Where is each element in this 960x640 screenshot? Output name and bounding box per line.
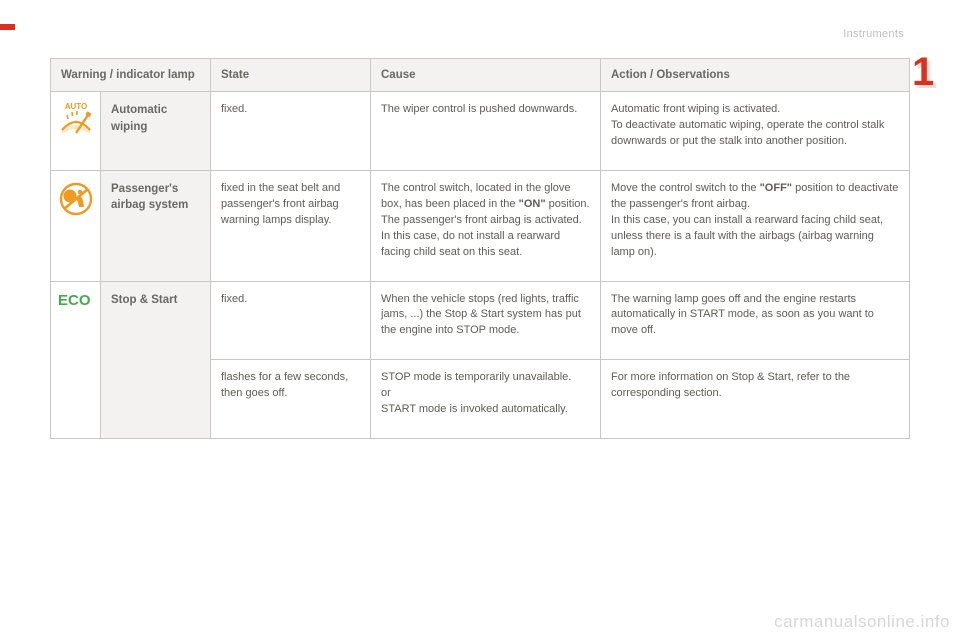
airbag-cause: The control switch, located in the glove… bbox=[371, 170, 601, 281]
header-state: State bbox=[211, 59, 371, 92]
airbag-icon-cell bbox=[51, 170, 101, 281]
chapter-number: 1 bbox=[912, 50, 934, 95]
auto-wiping-icon-cell: AUTO bbox=[51, 92, 101, 171]
svg-text:AUTO: AUTO bbox=[64, 102, 87, 111]
stop-start-cause-1: When the vehicle stops (red lights, traf… bbox=[371, 281, 601, 360]
stop-start-action-2: For more information on Stop & Start, re… bbox=[601, 360, 910, 439]
airbag-icon bbox=[56, 179, 96, 219]
table-row: ECO Stop & Start fixed. When the vehicle… bbox=[51, 281, 910, 360]
page-content: Warning / indicator lamp State Cause Act… bbox=[50, 58, 910, 439]
edge-accent bbox=[0, 24, 15, 30]
stop-start-icon-cell: ECO bbox=[51, 281, 101, 439]
airbag-action: Move the control switch to the "OFF" pos… bbox=[601, 170, 910, 281]
stop-start-state-1: fixed. bbox=[211, 281, 371, 360]
auto-wiping-state: fixed. bbox=[211, 92, 371, 171]
stop-start-name: Stop & Start bbox=[101, 281, 211, 439]
header-lamp: Warning / indicator lamp bbox=[51, 59, 211, 92]
airbag-name: Passenger's airbag system bbox=[101, 170, 211, 281]
table-row: AUTO Automatic wiping fixed. The wiper c… bbox=[51, 92, 910, 171]
auto-wiping-cause: The wiper control is pushed downwards. bbox=[371, 92, 601, 171]
auto-wiping-name: Automatic wiping bbox=[101, 92, 211, 171]
svg-text:ECO: ECO bbox=[58, 292, 91, 309]
watermark: carmanualsonline.info bbox=[774, 612, 950, 632]
section-title: Instruments bbox=[843, 28, 904, 40]
auto-wiping-icon: AUTO bbox=[56, 100, 96, 140]
auto-wiping-action: Automatic front wiping is activated.To d… bbox=[601, 92, 910, 171]
table-header-row: Warning / indicator lamp State Cause Act… bbox=[51, 59, 910, 92]
stop-start-action-1: The warning lamp goes off and the engine… bbox=[601, 281, 910, 360]
header-action: Action / Observations bbox=[601, 59, 910, 92]
header-cause: Cause bbox=[371, 59, 601, 92]
indicator-lamp-table: Warning / indicator lamp State Cause Act… bbox=[50, 58, 910, 439]
stop-start-state-2: flashes for a few seconds, then goes off… bbox=[211, 360, 371, 439]
eco-icon: ECO bbox=[56, 290, 96, 310]
airbag-state: fixed in the seat belt and passenger's f… bbox=[211, 170, 371, 281]
chapter-badge: 1 1 bbox=[912, 50, 954, 94]
table-row: Passenger's airbag system fixed in the s… bbox=[51, 170, 910, 281]
stop-start-cause-2: STOP mode is temporarily unavailable.orS… bbox=[371, 360, 601, 439]
